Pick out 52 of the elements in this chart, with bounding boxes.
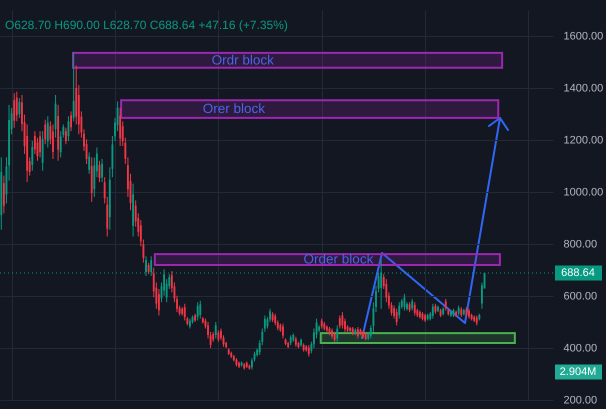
candlestick — [2, 175, 5, 214]
candlestick — [98, 160, 100, 183]
candlestick — [465, 306, 468, 318]
candlestick — [308, 344, 310, 358]
candlestick — [272, 312, 274, 322]
candlestick — [72, 52, 75, 122]
band-label: Order block — [304, 252, 374, 267]
candlestick — [468, 308, 470, 320]
candlestick — [119, 108, 122, 146]
candlestick — [31, 140, 34, 172]
candlestick — [434, 303, 436, 314]
candlestick — [18, 98, 20, 118]
candlestick — [188, 318, 191, 329]
candlestick — [39, 130, 42, 158]
candlestick — [70, 110, 72, 132]
candlestick — [338, 315, 341, 329]
y-tick-label: 1200.00 — [564, 134, 604, 146]
candlestick — [217, 330, 220, 342]
candlestick — [396, 308, 398, 326]
candlestick — [356, 326, 359, 339]
y-tick-label: 1600.00 — [564, 30, 604, 42]
candlestick — [411, 298, 414, 312]
candlestick — [282, 323, 284, 339]
candlestick — [458, 305, 460, 316]
candlestick — [341, 312, 344, 329]
candlestick — [101, 158, 104, 183]
candlestick — [380, 258, 382, 310]
candlestick — [432, 303, 434, 320]
candlestick — [64, 127, 67, 145]
candlestick — [68, 116, 70, 142]
ref-line-label: 688.64 — [561, 266, 595, 279]
candlestick — [294, 336, 297, 348]
candlestick — [408, 302, 411, 313]
candlestick — [331, 328, 334, 339]
y-tick-label: 1400.00 — [564, 82, 604, 94]
y-tick-label: 600.00 — [564, 290, 598, 302]
candlestick — [148, 262, 150, 275]
candlestick — [196, 302, 199, 321]
candlestick — [403, 293, 406, 312]
candlestick — [334, 331, 336, 342]
band-label: Orer block — [202, 101, 266, 116]
text: 2.904M — [560, 366, 596, 378]
y-tick-label: 1000.00 — [564, 186, 604, 198]
band-label: Ordr block — [212, 52, 274, 68]
candlestick — [46, 116, 49, 148]
y-tick-label: 800.00 — [564, 238, 598, 250]
candlestick — [52, 124, 54, 160]
text: O628.70 H690.00 L628.70 C688.64 +47.16 (+7.35%) — [5, 18, 288, 32]
y-tick-label: 400.00 — [564, 342, 598, 354]
candlestick — [42, 130, 44, 172]
y-tick-label: 200.00 — [564, 394, 598, 406]
candlestick — [88, 152, 90, 174]
